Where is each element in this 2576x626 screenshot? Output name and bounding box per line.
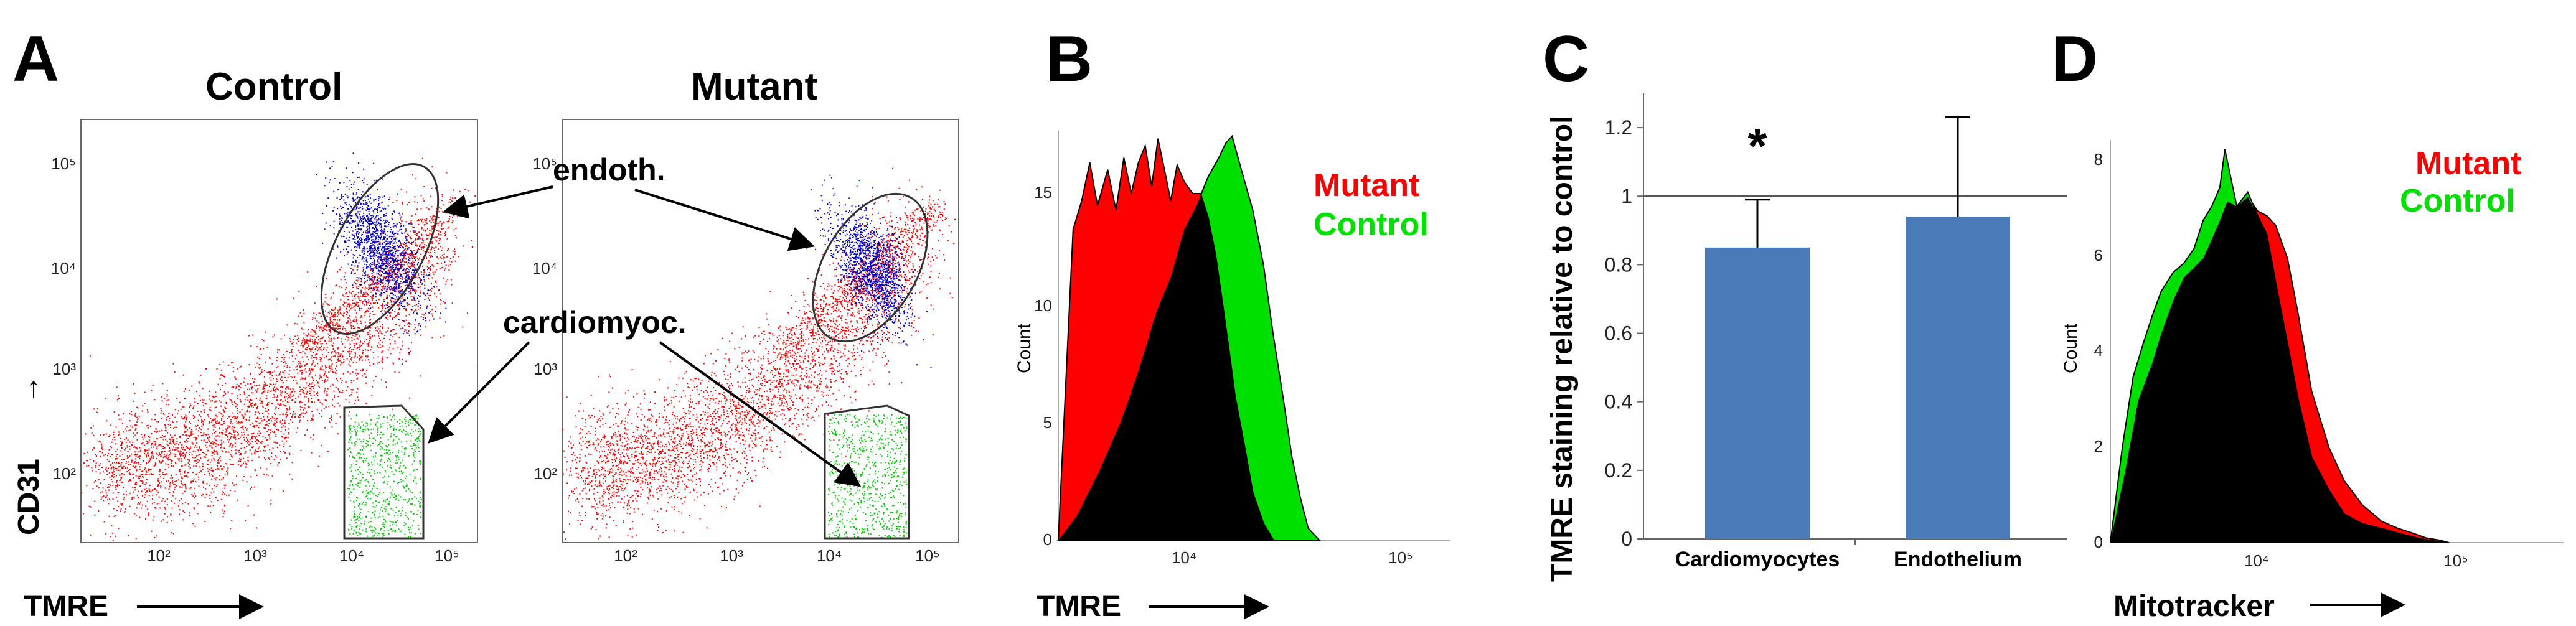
significance-star: * [1747,118,1767,174]
ytick: 4 [2094,341,2103,360]
ytick: 2 [2094,437,2103,455]
xtick: 10⁴ [339,546,364,565]
ytick: 10⁴ [532,259,557,278]
ytick: 5 [1043,413,1052,432]
overlap-area [2110,197,2449,543]
tmre-histogram [1056,134,1321,541]
a-yticks-left: 10⁵ 10⁴ 10³ 10² [51,154,76,483]
xtick: 10⁵ [915,546,940,565]
panel-a: A Control Mutant 10⁵ 10⁴ 10³ 10² 10⁵ 10⁴ [12,23,959,623]
ytick-label: 0.2 [1605,459,1632,482]
ytick: 8 [2094,150,2103,169]
bar-cardiomyocytes [1705,247,1810,539]
d-count-label: Count [2061,323,2081,373]
ytick-label: 0.4 [1605,391,1632,413]
ytick: 10 [1034,296,1052,315]
panel-c: C TMRE staining relative to control 0 0.2… [1543,23,2067,582]
ytick: 15 [1034,183,1052,202]
legend-mutant-d: Mutant [2415,146,2521,182]
scatter-control [80,119,478,543]
bulk-events [562,167,956,540]
endo-arrow-right [634,189,815,251]
xtick: 10² [147,546,171,565]
endothelium-events [316,152,477,368]
xtick: 10³ [243,546,267,565]
ytick-label: 1 [1621,185,1632,207]
panel-b-letter: B [1046,23,1093,95]
panel-b: B 15 10 5 0 10⁴ 10⁵ Count TMRE Mutant Co… [1014,23,1450,623]
control-title: Control [205,65,342,108]
ytick-label: 0.6 [1605,322,1632,345]
tmre-label-b: TMRE [1037,590,1121,623]
cardio-arrow-left [428,341,530,444]
legend-mutant-b: Mutant [1314,167,1419,203]
ytick: 10³ [534,360,557,378]
legend-control-b: Control [1314,207,1429,243]
scatter-mutant-points [562,167,956,540]
cd31-label: CD31 [12,459,45,535]
bar-endothelium [1906,217,2010,539]
endothelium-annotation: endoth. [553,152,665,187]
a-yticks-right: 10⁵ 10⁴ 10³ 10² [532,154,557,483]
ytick: 6 [2094,246,2103,264]
ytick-label: 0.8 [1605,253,1632,276]
ytick: 10² [534,464,557,483]
xtick: 10⁴ [817,546,842,565]
legend-control-d: Control [2400,183,2515,219]
panel-c-letter: C [1543,23,1589,95]
cardiomyocyte-gate [343,404,425,540]
cd31-arrow: → [12,375,45,404]
endothelium-gate [812,192,929,343]
xtick: 10⁵ [435,546,459,565]
tmre-label-a: TMRE [24,590,108,623]
bar-chart: 0 0.2 0.4 0.6 0.8 1 1.2 Cardiomyocytes Endotheli… [1605,93,2067,571]
a-xticks-right: 10² 10³ 10⁴ 10⁵ [614,546,940,565]
ytick-label: 0 [1621,528,1632,550]
panel-d-letter: D [2051,23,2098,95]
mutant-title: Mutant [691,65,817,108]
panel-a-letter: A [12,23,59,95]
b-xticks: 10⁴ 10⁵ [1172,548,1413,567]
endothelium-events [806,174,934,384]
d-xticks: 10⁴ 10⁵ [2244,551,2468,570]
b-count-label: Count [1014,323,1035,373]
endo-arrow-left [443,185,553,219]
ytick: 0 [1043,530,1052,549]
a-ylabel: CD31 → [12,375,45,535]
xtick: 10⁴ [2244,551,2269,570]
mitotracker-label: Mitotracker [2113,590,2275,623]
xtick: 10³ [720,546,743,565]
ytick: 10² [52,464,76,483]
c-ylabel: TMRE staining relative to control [1546,116,1579,582]
category-label: Cardiomyocytes [1675,548,1840,571]
xtick: 10⁵ [2443,551,2468,570]
mitotracker-histogram [2109,149,2450,543]
bulk-events [81,157,476,541]
cardiomyocyte-gate [824,404,910,540]
ytick: 0 [2094,533,2103,551]
xtick: 10⁵ [1388,548,1413,567]
scatter-control-points [81,152,477,541]
b-yticks: 15 10 5 0 [1034,183,1052,549]
ytick: 10³ [52,360,76,378]
cardio-arrow-right [659,341,862,487]
ytick: 10⁴ [51,259,76,278]
diagonal-events [291,190,464,366]
ytick: 10⁵ [51,154,76,173]
overlap-area [1058,195,1320,540]
d-yticks: 8 6 4 2 0 [2094,150,2103,551]
cardiomyocyte-annotation: cardiomyoc. [503,305,687,340]
category-label: Endothelium [1894,548,2022,571]
xtick: 10² [614,546,637,565]
xtick: 10⁴ [1172,548,1196,567]
scatter-mutant [562,119,959,543]
ytick: 10⁵ [532,154,557,173]
ytick-label: 1.2 [1605,116,1632,139]
endothelium-gate [320,163,440,335]
a-xticks-left: 10² 10³ 10⁴ 10⁵ [147,546,459,565]
panel-d: D 8 6 4 2 0 10⁴ 10⁵ Count Mitotracker Mu… [2051,23,2564,623]
